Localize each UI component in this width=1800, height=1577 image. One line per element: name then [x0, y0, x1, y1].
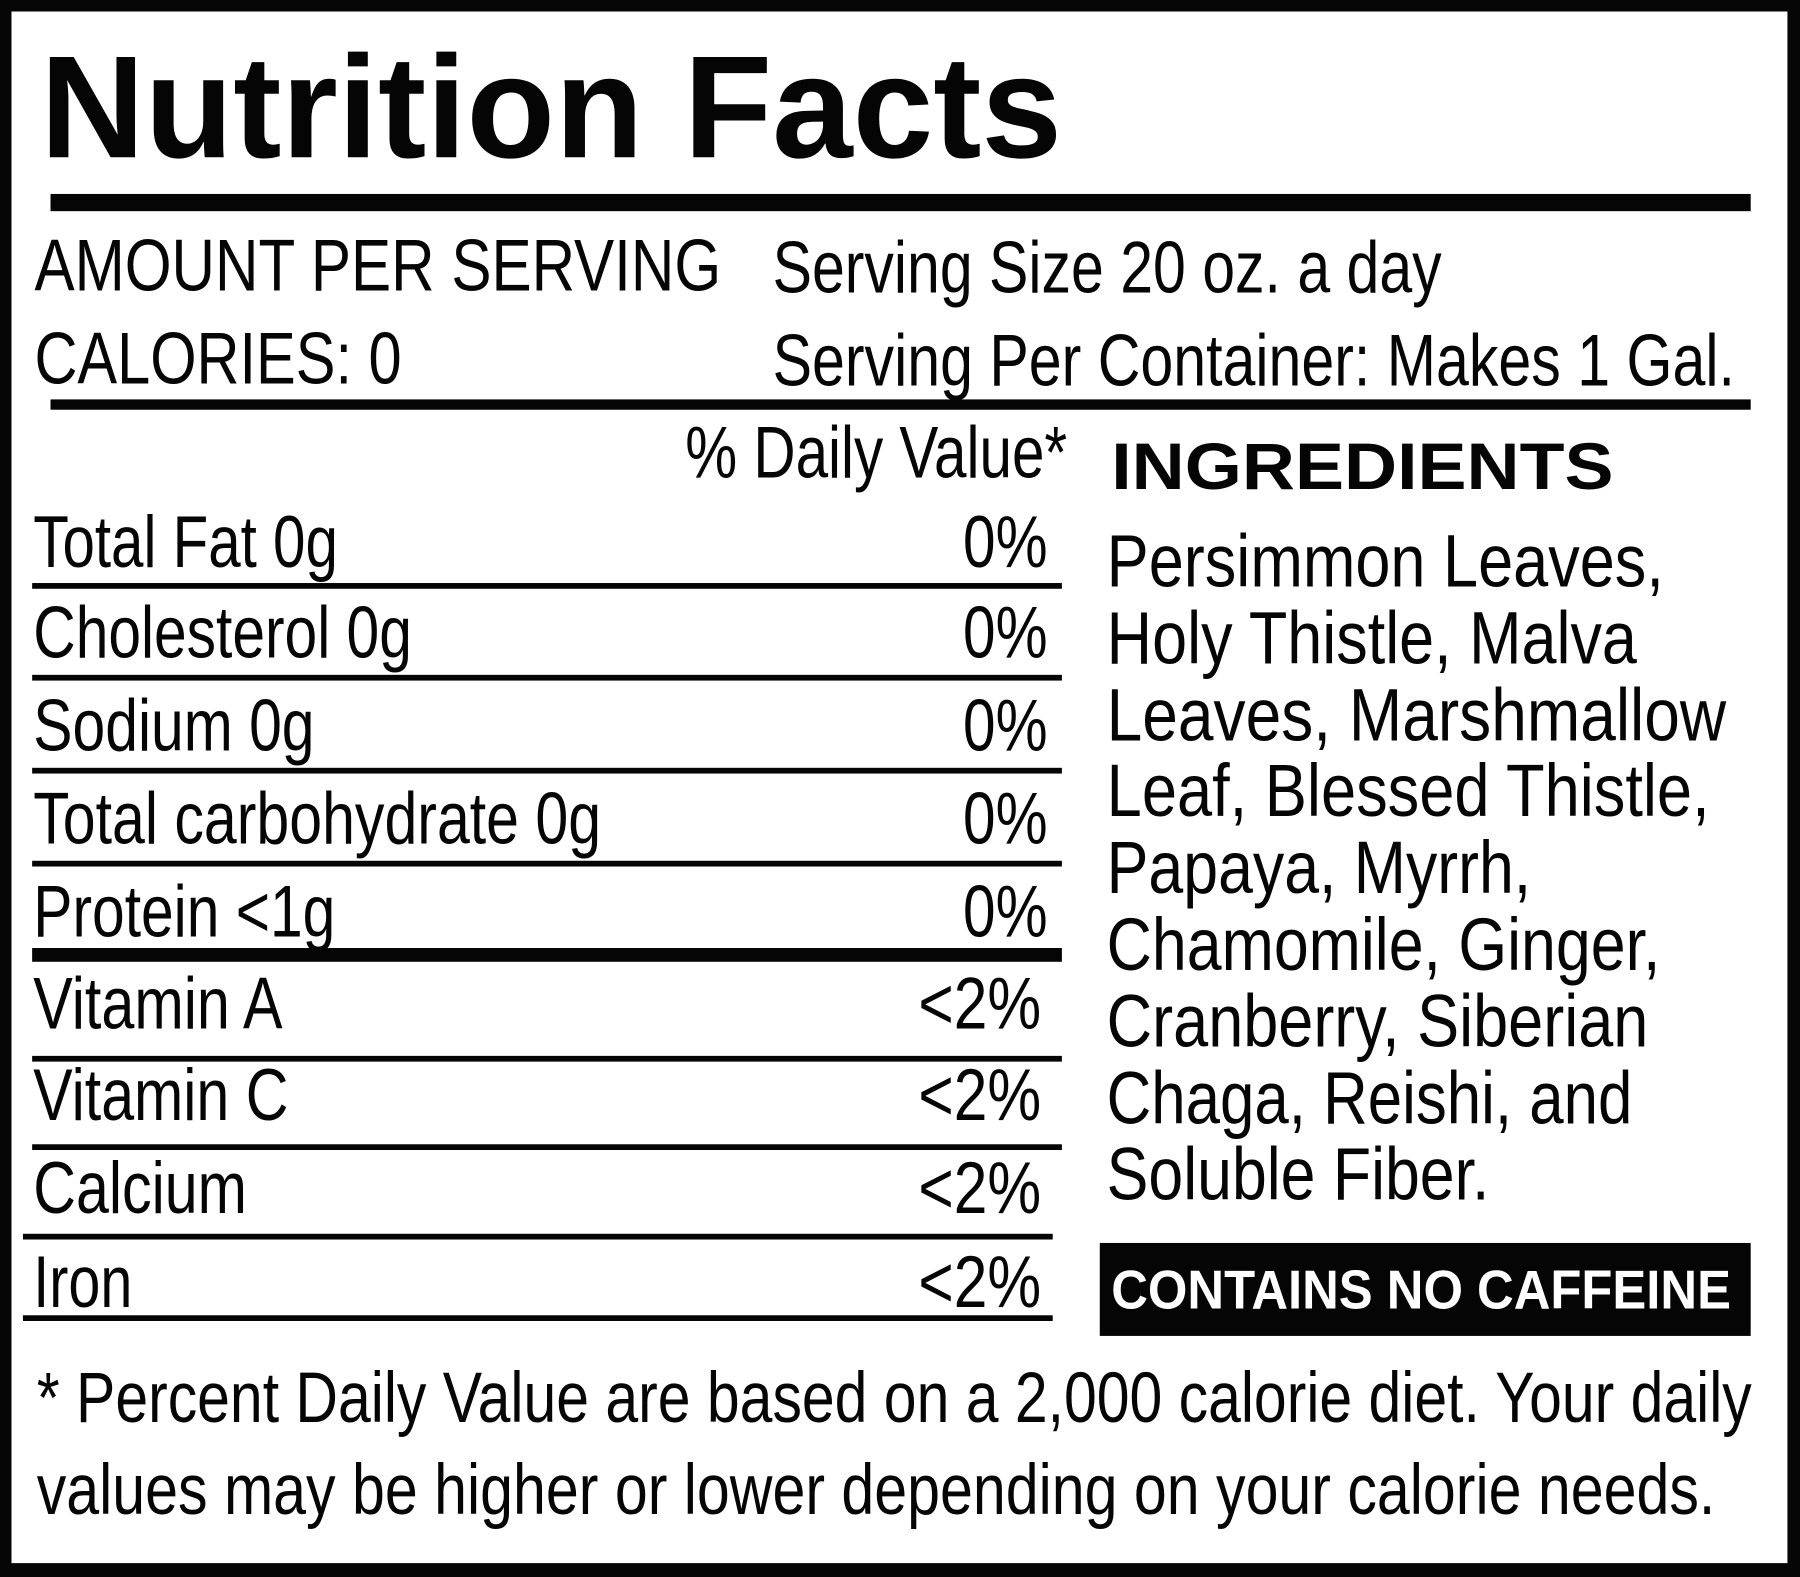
servings-per-container: Serving Per Container: Makes 1 Gal.: [772, 319, 1735, 402]
title-divider: [50, 193, 1751, 212]
nutrient-label: Calcium: [33, 1146, 247, 1230]
row-divider: [22, 1233, 1053, 1240]
nutrient-label: Protein <1g: [33, 869, 336, 953]
nutrient-daily-value: <2%: [918, 1053, 1042, 1137]
row-divider: [32, 948, 1062, 962]
ingredient-line: Chaga, Reishi, and: [1106, 1055, 1633, 1140]
nutrient-daily-value: <2%: [918, 961, 1042, 1045]
nutrient-daily-value: 0%: [962, 776, 1047, 860]
row-divider: [32, 1055, 1062, 1062]
nutrient-label: Cholesterol 0g: [33, 591, 412, 674]
ingredients-heading: INGREDIENTS: [1111, 430, 1614, 504]
nutrient-label: Iron: [33, 1240, 133, 1324]
daily-value-header: % Daily Value*: [685, 410, 1068, 494]
ingredient-line: Leaves, Marshmallow: [1106, 672, 1727, 756]
ingredient-line: Leaf, Blessed Thistle,: [1106, 748, 1710, 833]
nutrient-label: Vitamin C: [33, 1053, 289, 1137]
nutrient-daily-value: <2%: [918, 1146, 1042, 1230]
nutrient-label: Vitamin A: [33, 961, 283, 1045]
footnote-line-1: * Percent Daily Value are based on a 2,0…: [36, 1358, 1752, 1439]
no-caffeine-text: CONTAINS NO CAFFEINE: [1111, 1260, 1731, 1322]
ingredient-line: Holy Thistle, Malva: [1106, 595, 1637, 680]
amount-per-serving: AMOUNT PER SERVING: [34, 223, 722, 307]
nutrient-daily-value: <2%: [918, 1240, 1042, 1324]
nutrient-daily-value: 0%: [962, 869, 1047, 953]
header-divider: [50, 399, 1751, 410]
ingredient-line: Cranberry, Siberian: [1106, 978, 1649, 1063]
ingredient-line: Persimmon Leaves,: [1106, 518, 1664, 603]
nutrient-label: Total Fat 0g: [33, 500, 338, 584]
footnote-line-2: values may be higher or lower depending …: [36, 1450, 1716, 1530]
row-divider: [32, 860, 1062, 867]
calories: CALORIES: 0: [34, 316, 402, 400]
ingredient-line: Papaya, Myrrh,: [1106, 825, 1532, 910]
nutrient-label: Total carbohydrate 0g: [33, 776, 602, 860]
row-divider: [32, 583, 1062, 589]
row-divider: [32, 674, 1062, 681]
nutrient-daily-value: 0%: [962, 684, 1047, 767]
row-divider: [22, 1315, 1053, 1322]
serving-size: Serving Size 20 oz. a day: [772, 226, 1442, 309]
ingredient-line: Chamomile, Ginger,: [1106, 902, 1661, 986]
label-title: Nutrition Facts: [40, 25, 1062, 189]
row-divider: [32, 767, 1062, 774]
row-divider: [32, 1144, 1062, 1150]
nutrient-daily-value: 0%: [962, 500, 1047, 584]
no-caffeine-badge: [1099, 1242, 1751, 1336]
ingredient-line: Soluble Fiber.: [1106, 1132, 1490, 1216]
nutrient-daily-value: 0%: [962, 591, 1047, 674]
nutrient-label: Sodium 0g: [33, 684, 315, 767]
